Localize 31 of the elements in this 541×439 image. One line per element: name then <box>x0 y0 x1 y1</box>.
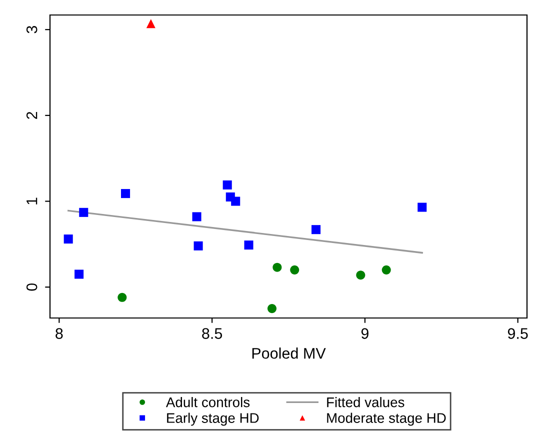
x-tick-label: 8.5 <box>202 328 222 339</box>
point <box>121 189 130 198</box>
y-tick-label: 3 <box>26 26 38 34</box>
x-axis-title: Pooled MV <box>252 348 326 359</box>
y-tick-label: 2 <box>26 112 38 119</box>
legend-label: Early stage HD <box>167 412 259 426</box>
point <box>356 270 366 280</box>
point <box>231 196 240 206</box>
legend-label: Moderate stage HD <box>327 412 446 426</box>
y-tick-label: 0 <box>26 283 38 291</box>
x-tick-label: 9.5 <box>508 328 528 339</box>
point <box>244 240 254 250</box>
point <box>74 270 84 279</box>
legend-label: Fitted values <box>327 397 404 408</box>
point <box>222 180 232 190</box>
x-tick-label: 9 <box>361 328 368 339</box>
point <box>382 265 391 274</box>
point <box>272 262 282 272</box>
point <box>79 208 88 217</box>
point <box>192 212 202 222</box>
point <box>312 225 321 234</box>
x-tick-label: 8 <box>56 328 63 339</box>
point <box>194 241 203 250</box>
point <box>290 265 300 274</box>
y-tick-label: 1 <box>26 198 38 204</box>
point <box>64 234 73 244</box>
point <box>146 19 156 28</box>
legend-label: Adult controls <box>166 397 250 408</box>
point <box>267 304 277 314</box>
point <box>418 202 427 212</box>
point <box>118 292 127 302</box>
